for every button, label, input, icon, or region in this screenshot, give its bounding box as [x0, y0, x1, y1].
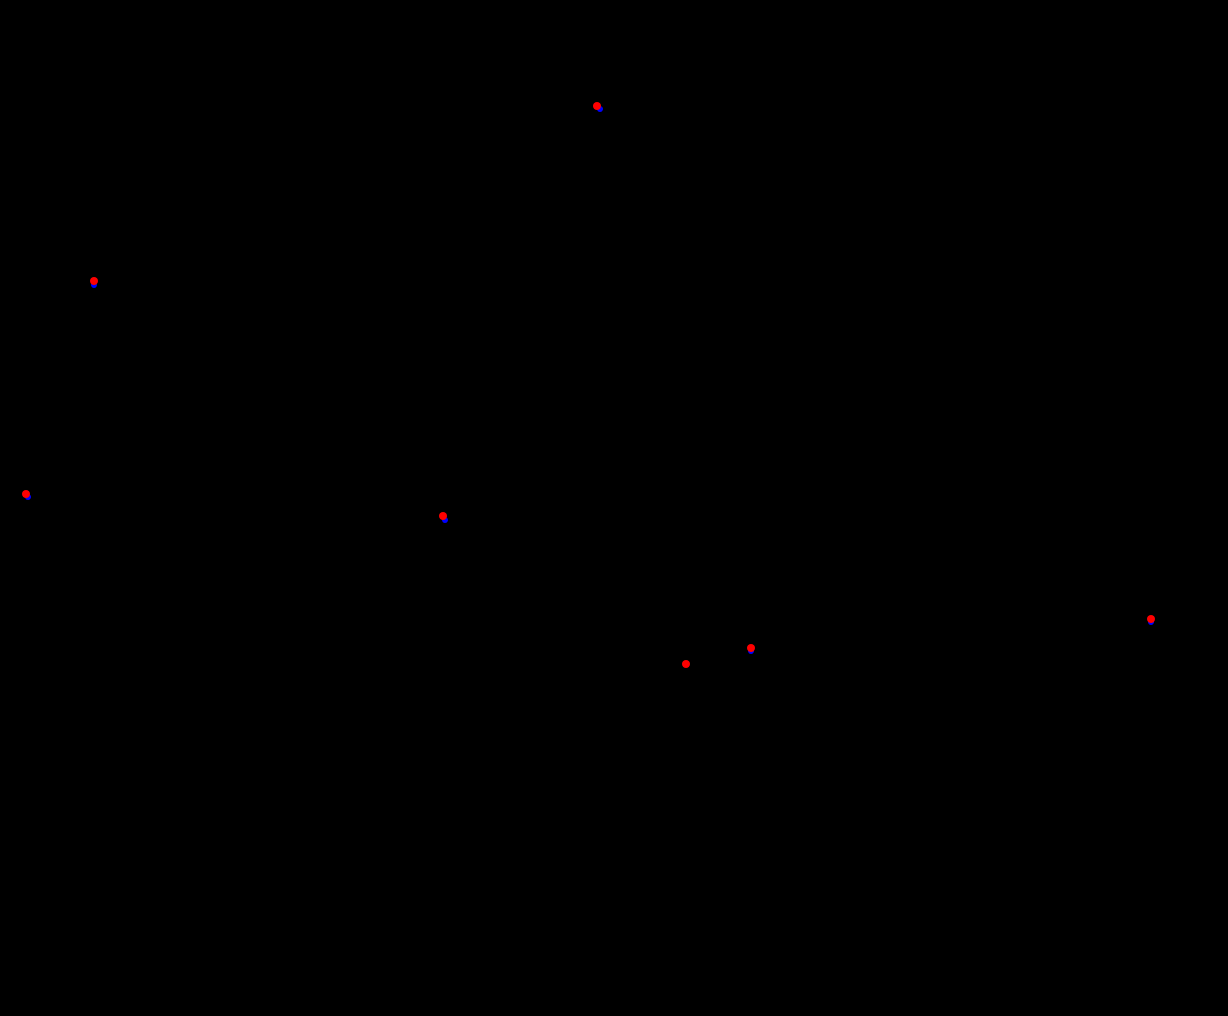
data-point-red [1147, 615, 1155, 623]
data-point-red [682, 660, 690, 668]
data-point-red [439, 512, 447, 520]
data-point-red [90, 277, 98, 285]
data-point-red [747, 644, 755, 652]
scatter-chart [0, 0, 1228, 1016]
data-point-red [22, 490, 30, 498]
data-point-red [593, 102, 601, 110]
